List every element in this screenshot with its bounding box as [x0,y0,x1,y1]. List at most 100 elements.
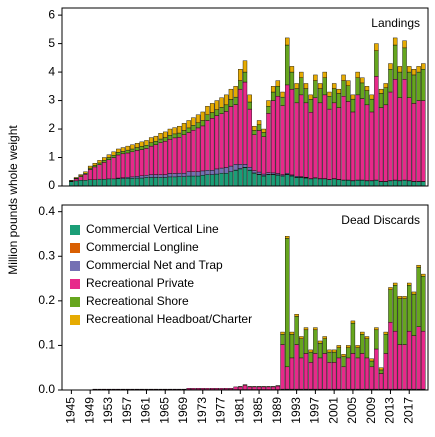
bar-segment [331,83,337,89]
bar-segment [360,98,365,181]
bar-segment [261,128,266,133]
bar-segment [402,40,407,49]
bar-segment [167,176,173,187]
bar-segment [327,179,332,187]
bar-segment [346,85,351,102]
bar-segment [402,298,407,345]
bar-segment [383,334,388,354]
bar-segment [219,107,224,114]
bar-segment [270,91,276,101]
bar-segment [383,331,388,335]
bar-segment [238,168,243,187]
bar-segment [228,88,234,100]
bar-segment [256,130,262,173]
bar-segment [130,176,135,179]
bar-segment [163,137,168,142]
bar-segment [327,91,332,97]
bar-segment [299,357,304,390]
bar-segment [106,154,112,158]
bar-segment [317,83,323,89]
bar-segment [285,236,290,239]
bar-segment [360,77,365,84]
bar-segment [205,170,210,175]
bar-segment [331,102,337,179]
bar-segment [341,74,346,81]
bar-segment [350,322,356,354]
bar-segment [346,180,351,187]
bar-segment [336,345,342,348]
bar-segment [92,179,98,187]
bar-segment [313,327,318,331]
bar-segment [346,345,351,348]
bar-segment [200,120,205,127]
bar-segment [355,347,360,359]
bar-segment [116,178,121,187]
bar-segment [350,353,356,390]
bar-segment [397,71,403,98]
bar-segment [397,296,403,299]
bar-segment [416,100,421,182]
bar-segment [120,147,126,152]
bar-segment [228,171,234,187]
bar-segment [247,94,252,103]
bar-segment [186,120,191,129]
bar-segment [294,314,299,317]
bar-segment [369,366,374,390]
bar-segment [407,71,412,98]
bar-segment [341,366,346,390]
bar-segment [163,177,168,187]
bar-segment [294,177,299,187]
bar-segment [144,174,149,178]
bar-segment [275,173,281,176]
bar-segment [172,133,177,139]
bar-segment [355,94,360,181]
bar-segment [256,386,262,390]
bar-segment [209,118,215,171]
bar-segment [261,173,266,176]
bar-segment [275,174,281,187]
bar-segment [163,174,168,178]
y-tick-label: 5 [48,36,55,50]
bar-segment [125,152,130,178]
bar-segment [313,329,318,354]
bar-segment [252,172,257,187]
bar-segment [285,366,290,390]
bar-segment [341,354,346,357]
bar-segment [327,349,332,353]
bar-segment [331,349,337,353]
bar-segment [280,105,285,175]
bar-segment [153,144,159,175]
x-tick-label: 1965 [157,397,171,424]
bar-segment [209,112,215,119]
bar-segment [341,356,346,368]
bar-segment [167,173,173,178]
legend-label: Commercial Vertical Line [86,222,219,236]
bar-segment [233,164,238,171]
bar-segment [130,178,135,187]
bar-segment [280,331,285,335]
bar-segment [87,167,93,170]
bar-segment [327,96,332,110]
bar-segment [130,148,135,153]
bar-segment [233,386,238,390]
x-tick-label: 2001 [326,397,340,424]
bar-segment [392,282,398,286]
bar-segment [289,334,295,359]
bar-segment [331,362,337,390]
bar-segment [285,84,290,174]
bar-segment [280,91,285,98]
bar-segment [374,348,379,390]
bar-segment [369,111,374,181]
bar-segment [350,320,356,324]
bar-segment [144,177,149,187]
plot-frame [61,204,429,391]
bar-segment [374,327,379,331]
bar-segment [402,344,407,390]
bar-segment [303,327,309,331]
bar-segment [369,94,374,100]
bar-segment [416,66,421,73]
bar-segment [360,334,365,354]
bar-segment [402,180,407,187]
bar-segment [299,336,304,339]
bar-segment [177,172,182,177]
